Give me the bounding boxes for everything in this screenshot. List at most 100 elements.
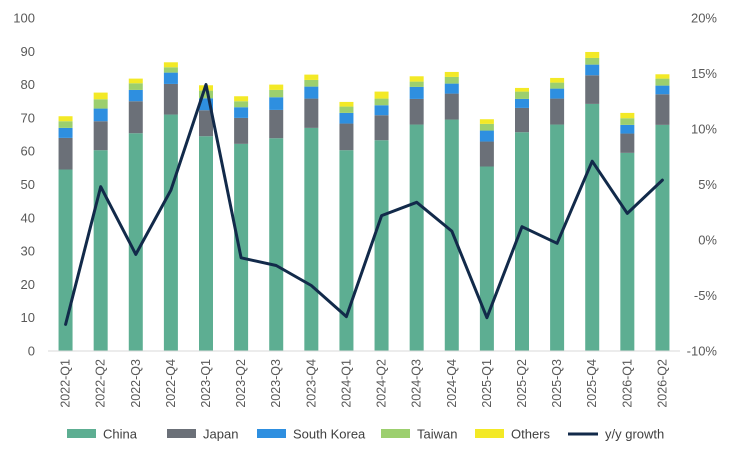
- bar-others-2022-Q1: [58, 116, 73, 122]
- bar-others-2026-Q2: [655, 74, 670, 79]
- bar-others-2025-Q2: [515, 87, 529, 92]
- bar-japan-2026-Q1: [620, 133, 635, 153]
- bar-south-korea-2022-Q1: [58, 127, 73, 138]
- bar-south-korea-2023-Q3: [269, 97, 284, 110]
- legend-label-growth: y/y growth: [605, 427, 664, 442]
- bar-others-2022-Q4: [163, 62, 178, 68]
- bar-japan-2024-Q2: [374, 115, 389, 141]
- bar-taiwan-2024-Q1: [339, 106, 354, 113]
- bar-others-2023-Q4: [304, 74, 319, 80]
- bar-japan-2023-Q2: [234, 117, 249, 144]
- bar-south-korea-2022-Q2: [93, 108, 108, 122]
- bar-south-korea-2025-Q1: [479, 130, 494, 142]
- x-tick-label: 2022-Q4: [164, 359, 178, 408]
- left-tick-label: 20: [21, 277, 35, 292]
- left-tick-label: 10: [21, 310, 35, 325]
- x-tick-label: 2024-Q2: [375, 359, 389, 408]
- bar-south-korea-2024-Q4: [444, 83, 459, 94]
- right-y-axis: -10% -5% 0% 5% 10% 15% 20%: [687, 11, 718, 359]
- bar-others-2024-Q2: [374, 91, 389, 99]
- bar-taiwan-2026-Q2: [655, 78, 670, 86]
- bar-taiwan-2026-Q1: [620, 118, 635, 125]
- x-tick-label: 2025-Q2: [515, 359, 529, 408]
- bar-others-2024-Q3: [409, 76, 424, 82]
- right-tick-label: -5%: [694, 288, 718, 303]
- bar-others-2024-Q1: [339, 101, 354, 107]
- bar-south-korea-2023-Q4: [304, 86, 319, 99]
- bar-japan-2024-Q3: [409, 98, 424, 125]
- legend-swatch-others: [475, 429, 504, 438]
- bar-japan-2024-Q1: [339, 123, 354, 151]
- legend-swatch-china: [67, 429, 96, 438]
- x-tick-label: 2024-Q3: [410, 359, 424, 408]
- bar-japan-2024-Q4: [444, 93, 459, 120]
- x-axis: 2022-Q1 2022-Q2 2022-Q3 2022-Q4 2023-Q1 2023-…: [59, 359, 670, 408]
- bar-china-2025-Q2: [515, 132, 529, 351]
- left-y-axis: 0 10 20 30 40 50 60 70 80 90 100: [13, 11, 35, 359]
- bar-south-korea-2025-Q3: [550, 88, 565, 99]
- bar-south-korea-2022-Q4: [163, 72, 178, 84]
- x-tick-label: 2023-Q3: [269, 359, 283, 408]
- bar-japan-2022-Q3: [128, 101, 143, 134]
- bar-others-2025-Q3: [550, 77, 565, 83]
- legend-label-taiwan: Taiwan: [417, 427, 457, 442]
- bar-taiwan-2023-Q3: [269, 89, 284, 98]
- bar-taiwan-2025-Q2: [515, 91, 529, 99]
- bar-japan-2023-Q1: [199, 110, 213, 137]
- bar-south-korea-2026-Q2: [655, 85, 670, 95]
- right-tick-label: 0%: [698, 233, 717, 248]
- bar-china-2026-Q1: [620, 152, 635, 351]
- bar-others-2024-Q4: [444, 71, 459, 77]
- x-tick-label: 2026-Q1: [620, 359, 634, 408]
- bar-taiwan-2022-Q1: [58, 121, 73, 128]
- bar-south-korea-2024-Q2: [374, 105, 389, 116]
- legend-label-south-korea: South Korea: [293, 427, 366, 442]
- bar-japan-2025-Q2: [515, 107, 529, 133]
- legend-swatch-japan: [167, 429, 196, 438]
- bar-taiwan-2023-Q2: [234, 101, 249, 108]
- bar-china-2022-Q2: [93, 150, 108, 351]
- legend: China Japan South Korea Taiwan Others y/y gro…: [67, 427, 664, 442]
- right-tick-label: -10%: [687, 344, 718, 359]
- bar-others-2022-Q3: [128, 78, 143, 84]
- left-tick-label: 60: [21, 144, 35, 159]
- legend-label-china: China: [103, 427, 138, 442]
- bar-taiwan-2022-Q3: [128, 83, 143, 90]
- bar-china-2023-Q1: [199, 136, 213, 351]
- bar-china-2023-Q4: [304, 127, 319, 351]
- bar-china-2025-Q3: [550, 124, 565, 351]
- bar-taiwan-2022-Q2: [93, 99, 108, 109]
- bar-others-2026-Q1: [620, 112, 635, 119]
- x-tick-label: 2025-Q3: [550, 359, 564, 408]
- bar-others-2025-Q1: [479, 119, 494, 124]
- x-tick-label: 2022-Q2: [94, 359, 108, 408]
- x-tick-label: 2024-Q4: [445, 359, 459, 408]
- x-tick-label: 2023-Q1: [199, 359, 213, 408]
- bar-taiwan-2024-Q3: [409, 81, 424, 87]
- bar-china-2023-Q3: [269, 138, 284, 351]
- bar-china-2024-Q2: [374, 140, 389, 351]
- bar-taiwan-2023-Q4: [304, 79, 319, 87]
- bar-japan-2025-Q1: [479, 141, 494, 167]
- x-tick-label: 2026-Q2: [655, 359, 669, 408]
- legend-swatch-south-korea: [257, 429, 286, 438]
- bar-south-korea-2025-Q4: [585, 64, 600, 76]
- right-tick-label: 20%: [691, 11, 717, 26]
- x-tick-label: 2022-Q3: [129, 359, 143, 408]
- bar-taiwan-2023-Q1: [199, 90, 213, 99]
- legend-swatch-taiwan: [381, 429, 410, 438]
- bar-japan-2025-Q3: [550, 98, 565, 125]
- bar-china-2022-Q4: [163, 114, 178, 351]
- left-tick-label: 40: [21, 210, 35, 225]
- bar-south-korea-2023-Q1: [199, 98, 213, 111]
- left-tick-label: 80: [21, 77, 35, 92]
- bar-japan-2022-Q2: [93, 121, 108, 151]
- x-tick-label: 2023-Q2: [234, 359, 248, 408]
- bar-taiwan-2025-Q3: [550, 82, 565, 89]
- right-tick-label: 5%: [698, 177, 717, 192]
- bar-others-2023-Q2: [234, 96, 249, 102]
- x-tick-label: 2024-Q1: [339, 359, 353, 408]
- bar-south-korea-2026-Q1: [620, 124, 635, 134]
- bar-china-2024-Q1: [339, 150, 354, 351]
- bar-japan-2025-Q4: [585, 75, 600, 104]
